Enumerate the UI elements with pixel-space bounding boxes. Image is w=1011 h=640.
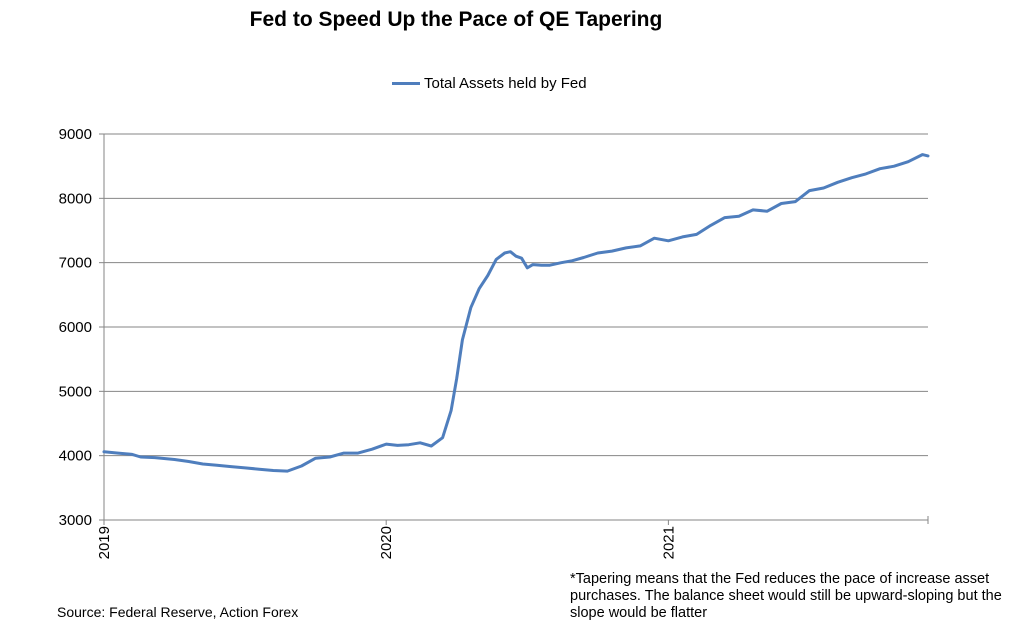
legend-label: Total Assets held by Fed [424, 75, 587, 92]
footnote: *Tapering means that the Fed reduces the… [570, 571, 1002, 621]
source-note: Source: Federal Reserve, Action Forex [57, 604, 299, 620]
chart-title: Fed to Speed Up the Pace of QE Tapering [249, 8, 663, 31]
x-tick-label-2019: 2019 [96, 526, 113, 559]
legend-swatch [392, 82, 420, 85]
y-tick-label-5000: 5000 [59, 383, 92, 400]
series-group [102, 153, 930, 473]
y-tick-labels: 3000 4000 5000 6000 7000 8000 9000 [59, 126, 92, 529]
y-tick-label-6000: 6000 [59, 319, 92, 336]
y-tick-label-7000: 7000 [59, 255, 92, 272]
x-tick-label-2021: 2021 [660, 526, 677, 559]
x-tick-label-2020: 2020 [378, 526, 395, 559]
gridlines [104, 133, 928, 457]
series-line-0 [102, 153, 930, 473]
x-tick-labels: 2019 2020 2021 [96, 526, 677, 559]
y-tick-label-8000: 8000 [59, 190, 92, 207]
y-tick-label-4000: 4000 [59, 448, 92, 465]
axes [99, 133, 929, 525]
y-tick-label-3000: 3000 [59, 512, 92, 529]
y-tick-label-9000: 9000 [59, 126, 92, 143]
legend: Total Assets held by Fed [392, 75, 587, 92]
